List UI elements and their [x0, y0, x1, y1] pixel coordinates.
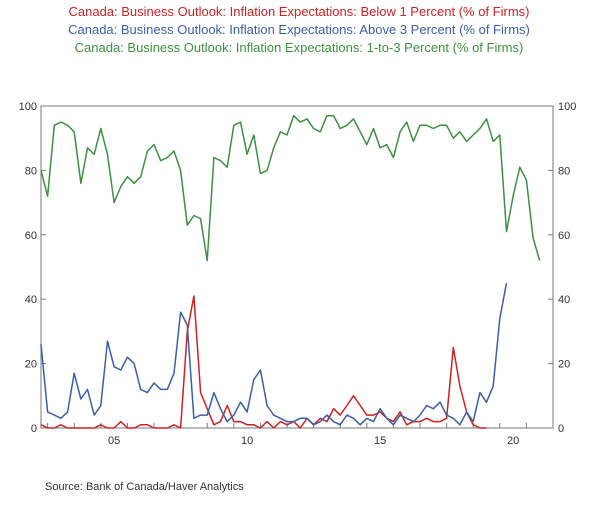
y-tick-label-right: 0: [558, 423, 564, 435]
x-tick-label: 20: [507, 435, 519, 447]
y-tick-label-left: 60: [25, 230, 37, 242]
y-tick-label-left: 20: [25, 359, 37, 371]
x-tick-label: 10: [241, 435, 253, 447]
y-axis-left: 0 20 40 60 80 100: [19, 101, 46, 435]
y-tick-label-left: 80: [25, 165, 37, 177]
y-tick-label-left: 0: [31, 423, 37, 435]
y-tick-label-right: 80: [558, 165, 570, 177]
y-tick-label-right: 100: [558, 101, 576, 113]
x-tick-label: 05: [108, 435, 120, 447]
y-tick-label-left: 100: [19, 101, 37, 113]
source-note: Source: Bank of Canada/Haver Analytics: [45, 481, 244, 493]
y-tick-label-right: 20: [558, 359, 570, 371]
series-below-1-line: [40, 295, 487, 429]
legend-entry-above-3: Canada: Business Outlook: Inflation Expe…: [68, 22, 530, 37]
series-1-to-3-line: [40, 114, 541, 262]
y-tick-label-left: 40: [25, 294, 37, 306]
y-tick-label-right: 40: [558, 294, 570, 306]
legend-entry-below-1: Canada: Business Outlook: Inflation Expe…: [69, 4, 530, 19]
series-layer: [40, 114, 541, 429]
legend-entry-1-to-3: Canada: Business Outlook: Inflation Expe…: [75, 40, 524, 55]
series-above-3-line: [40, 282, 508, 426]
y-tick-label-right: 60: [558, 230, 570, 242]
x-tick-label: 15: [374, 435, 386, 447]
y-axis-right: 0 20 40 60 80 100: [548, 101, 576, 435]
plot-frame: [40, 105, 554, 429]
